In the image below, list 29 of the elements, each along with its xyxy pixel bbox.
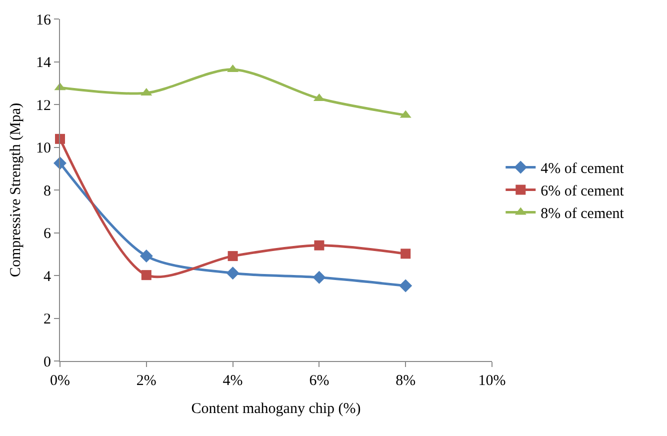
x-tick-label: 4% (222, 373, 243, 389)
y-axis-title: Compressive Strength (Mpa) (8, 102, 24, 278)
x-tick-label: 2% (136, 373, 156, 389)
y-tick-label: 12 (36, 98, 51, 114)
point (55, 134, 65, 144)
y-tick-label: 16 (36, 12, 52, 28)
x-tick-label: 0% (50, 373, 70, 389)
point (400, 248, 411, 259)
point (226, 266, 240, 280)
x-axis-title: Content mahogany chip (%) (191, 401, 361, 417)
point (312, 270, 326, 284)
y-tick-label: 6 (44, 226, 52, 242)
legend-label: 4% of cement (540, 161, 625, 178)
point (228, 251, 238, 262)
point (314, 240, 324, 250)
legend-label: 6% of cement (540, 184, 625, 200)
point (140, 250, 153, 263)
y-tick-label: 8 (44, 183, 51, 200)
y-tick-label: 4 (44, 268, 52, 285)
y-tick-label: 10 (36, 140, 51, 156)
point (399, 279, 412, 292)
x-tick-label: 10% (478, 373, 506, 389)
x-tick-label: 6% (309, 373, 330, 389)
point (141, 270, 152, 280)
legend-label: 8% of cement (540, 206, 625, 222)
y-tick-label: 0 (44, 354, 51, 370)
y-tick-label: 14 (36, 55, 52, 71)
x-tick-label: 8% (396, 373, 416, 389)
y-tick-label: 2 (44, 312, 51, 328)
